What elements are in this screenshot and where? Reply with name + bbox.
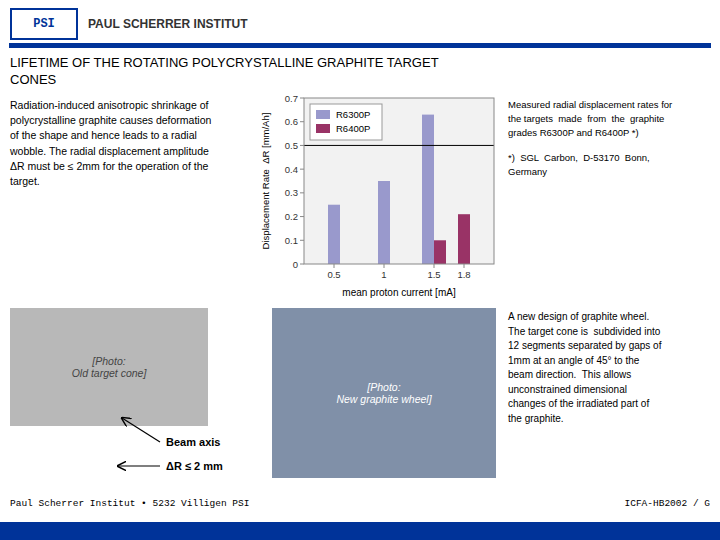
note: Measured radial displacement rates for t… (508, 98, 713, 139)
y-tick-label: 0.7 (285, 93, 298, 104)
y-tick (300, 145, 304, 146)
legend-label: R6400P (336, 123, 370, 134)
y-tick (300, 264, 304, 265)
note: *) SGL Carbon, D-53170 Bonn, Germany (508, 151, 713, 179)
bar (458, 214, 470, 264)
logo-text: PSI (33, 17, 55, 31)
photo-caption: [Photo: Old target cone] (72, 355, 147, 379)
annotations: Beam axis ΔR ≤ 2 mm (10, 400, 265, 480)
footer-bar (0, 522, 720, 540)
institute: PAUL SCHERRER INSTITUT (88, 8, 248, 40)
logo-box: PSI (10, 8, 78, 40)
bar-chart: 0 0.1 0.2 0.3 0.4 0.5 0.6 0.7 0.5 1 1.5 1.8mean pro… (258, 90, 502, 302)
footer-left: Paul Scherrer Institut • 5232 Villigen P… (10, 498, 249, 509)
annotation: Beam axis (166, 436, 220, 448)
y-tick-label: 0 (293, 259, 298, 270)
x-tick (334, 264, 335, 268)
plot-background (304, 98, 494, 264)
y-tick-label: 0.1 (285, 235, 298, 246)
new-design-text: A new design of graphite wheel. The targ… (508, 310, 713, 426)
bar (328, 205, 340, 264)
y-tick-label: 0.6 (285, 116, 298, 127)
y-tick-label: 0.5 (285, 140, 298, 151)
reference-line (304, 145, 494, 146)
y-tick (300, 121, 304, 122)
arrow (122, 418, 160, 442)
legend-box (310, 104, 382, 140)
photo-placeholder: [Photo: Old target cone] (10, 308, 208, 426)
photo-placeholder: [Photo: New graphite wheel] (272, 308, 496, 478)
page: PSI PAUL SCHERRER INSTITUT LIFETIME OF THE… (0, 0, 720, 540)
x-tick (434, 264, 435, 268)
y-tick-label: 0.2 (285, 211, 298, 222)
x-tick (384, 264, 385, 268)
y-axis-label: Displacement Rate ΔR [mm/Ah] (260, 113, 271, 250)
photo-caption: [Photo: New graphite wheel] (336, 381, 431, 405)
x-tick-label: 0.5 (327, 269, 340, 280)
bar (422, 115, 434, 264)
y-tick (300, 192, 304, 193)
bar (434, 240, 446, 264)
arrow (118, 465, 160, 466)
legend: R6300P R6400P (310, 104, 382, 140)
x-tick-label: 1 (381, 269, 386, 280)
bar (378, 181, 390, 264)
title-line: CONES (10, 71, 56, 88)
footer-right: ICFA-HB2002 / G (624, 498, 710, 509)
notes: Measured radial displacement rates for t… (508, 98, 713, 191)
legend-swatch (316, 124, 330, 133)
y-tick-label: 0.3 (285, 187, 298, 198)
intro-text: Radiation-induced anisotropic shrinkage … (10, 98, 255, 189)
legend-swatch (316, 110, 330, 119)
y-tick (300, 169, 304, 170)
x-tick-label: 1.5 (427, 269, 440, 280)
y-tick (300, 216, 304, 217)
x-axis-label: mean proton current [mA] (342, 287, 456, 298)
annotation: ΔR ≤ 2 mm (166, 460, 223, 472)
x-tick (464, 264, 465, 268)
title-line: LIFETIME OF THE ROTATING POLYCRYSTALLINE… (10, 54, 439, 71)
header-rule (9, 43, 711, 48)
y-tick (300, 98, 304, 99)
y-tick (300, 240, 304, 241)
x-tick-label: 1.8 (457, 269, 470, 280)
legend-label: R6300P (336, 109, 370, 120)
y-tick-label: 0.4 (285, 164, 298, 175)
plot-frame (304, 98, 494, 264)
